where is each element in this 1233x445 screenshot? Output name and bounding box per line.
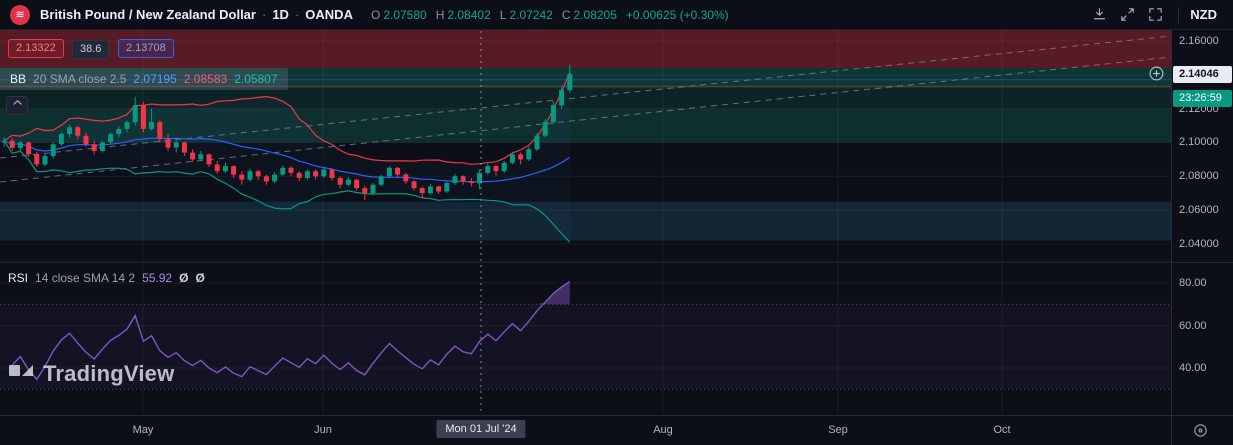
crosshair-date-label: Mon 01 Jul '24	[436, 420, 526, 438]
fib-level-label[interactable]: 38.6	[72, 40, 110, 59]
target-icon	[1192, 424, 1209, 443]
rsi-line	[11, 280, 571, 381]
rsi-legend-title: RSI	[8, 271, 29, 285]
candles	[1, 64, 573, 200]
time-tick-label[interactable]: Jun	[314, 424, 332, 436]
price-level-label-red[interactable]: 2.13322	[8, 39, 64, 58]
top-toolbar: ≋ British Pound / New Zealand Dollar · 1…	[0, 0, 1233, 30]
rsi-legend-params: 14 close SMA 14 2	[35, 271, 136, 285]
bb-lower-line	[3, 140, 571, 243]
trendline	[0, 35, 1171, 159]
low-value: 2.07242	[509, 7, 553, 22]
time-tick-label[interactable]: May	[132, 424, 154, 436]
symbol-logo-icon[interactable]: ≋	[10, 4, 30, 25]
fullscreen-icon[interactable]	[1143, 3, 1167, 27]
price-axis[interactable]: 2.16000 2.12000 2.10000 2.08000 2.06000 2.040…	[1171, 30, 1233, 415]
interval-label[interactable]: 1D	[272, 7, 289, 22]
header-actions: NZD	[1087, 3, 1223, 27]
download-icon[interactable]	[1087, 3, 1111, 27]
bb-indicator-legend[interactable]: BB 20 SMA close 2.5 2.07195 2.08583 2.05…	[0, 68, 288, 90]
chevron-up-icon	[9, 95, 26, 117]
bb-legend-params: 20 SMA close 2.5	[33, 72, 127, 86]
bb-upper-line	[3, 72, 571, 165]
time-axis[interactable]: May Jun Aug Sep Oct Mon 01 Jul '24	[0, 415, 1233, 445]
trendline	[0, 56, 1171, 183]
time-tick-label[interactable]: Oct	[993, 424, 1011, 436]
rsi-hidden-value-1: Ø	[179, 271, 189, 285]
bb-legend-title: BB	[10, 72, 27, 86]
time-axis-corner-divider	[1171, 416, 1172, 445]
bb-upper-value: 2.08583	[183, 72, 228, 86]
last-price-badge: 2.14046	[1173, 65, 1232, 83]
supply-demand-zone	[0, 30, 1171, 69]
supply-demand-zone	[0, 201, 1171, 241]
high-value: 2.08402	[447, 7, 491, 22]
price-tick-label: 2.06000	[1179, 204, 1219, 217]
logo-wave-glyph: ≋	[15, 9, 25, 21]
currency-label[interactable]: NZD	[1190, 7, 1217, 22]
rsi-tick-label: 60.00	[1179, 319, 1207, 332]
price-tick-label: 2.10000	[1179, 136, 1219, 149]
price-tick-label: 2.08000	[1179, 170, 1219, 183]
bb-basis-value: 2.07195	[133, 72, 177, 86]
resize-icon[interactable]	[1115, 3, 1139, 27]
time-tick-label[interactable]: Sep	[828, 424, 848, 436]
open-label: O	[370, 7, 381, 22]
price-level-label-blue[interactable]: 2.13708	[118, 39, 174, 58]
header-divider	[1178, 6, 1180, 23]
supply-demand-zone	[0, 68, 1171, 89]
rsi-value: 55.92	[142, 271, 173, 285]
close-value: 2.08205	[573, 7, 617, 22]
axis-settings-icon[interactable]	[1192, 422, 1209, 444]
change-value: +0.00625 (+0.30%)	[625, 7, 729, 22]
symbol-info-group: ≋ British Pound / New Zealand Dollar · 1…	[10, 4, 729, 25]
symbol-name[interactable]: British Pound / New Zealand Dollar	[40, 7, 256, 22]
low-label: L	[499, 7, 507, 22]
close-label: C	[561, 7, 571, 22]
price-tick-label: 2.04000	[1179, 237, 1219, 250]
plus-circle-icon	[1148, 66, 1165, 86]
rsi-hidden-value-2: Ø	[195, 271, 205, 285]
supply-demand-zone	[0, 108, 1171, 143]
rsi-tick-label: 80.00	[1179, 277, 1207, 289]
ohlc-readout: O 2.07580 H 2.08402 L 2.07242 C 2.08205 …	[371, 8, 729, 22]
title-separator: ·	[261, 7, 267, 22]
bar-countdown-badge: 23:26:59	[1173, 89, 1232, 107]
high-label: H	[435, 7, 445, 22]
rsi-indicator-legend[interactable]: RSI 14 close SMA 14 2 55.92 Ø Ø	[8, 271, 205, 285]
rsi-tick-label: 40.00	[1179, 362, 1207, 374]
bb-lower-value: 2.05807	[234, 72, 278, 86]
bb-basis-line	[3, 137, 571, 183]
pane-collapse-button[interactable]	[6, 96, 28, 115]
exchange-label[interactable]: OANDA	[305, 7, 353, 22]
pane-separator[interactable]	[1172, 262, 1233, 263]
supply-demand-zone	[0, 88, 1171, 109]
title-separator: ·	[294, 7, 300, 22]
price-tick-label: 2.16000	[1179, 35, 1219, 47]
symbol-title[interactable]: British Pound / New Zealand Dollar · 1D …	[40, 7, 353, 22]
price-chart-canvas[interactable]	[0, 30, 1171, 415]
open-value: 2.07580	[383, 7, 427, 22]
price-plus-icon[interactable]	[1148, 65, 1165, 82]
time-tick-label[interactable]: Aug	[653, 424, 673, 436]
